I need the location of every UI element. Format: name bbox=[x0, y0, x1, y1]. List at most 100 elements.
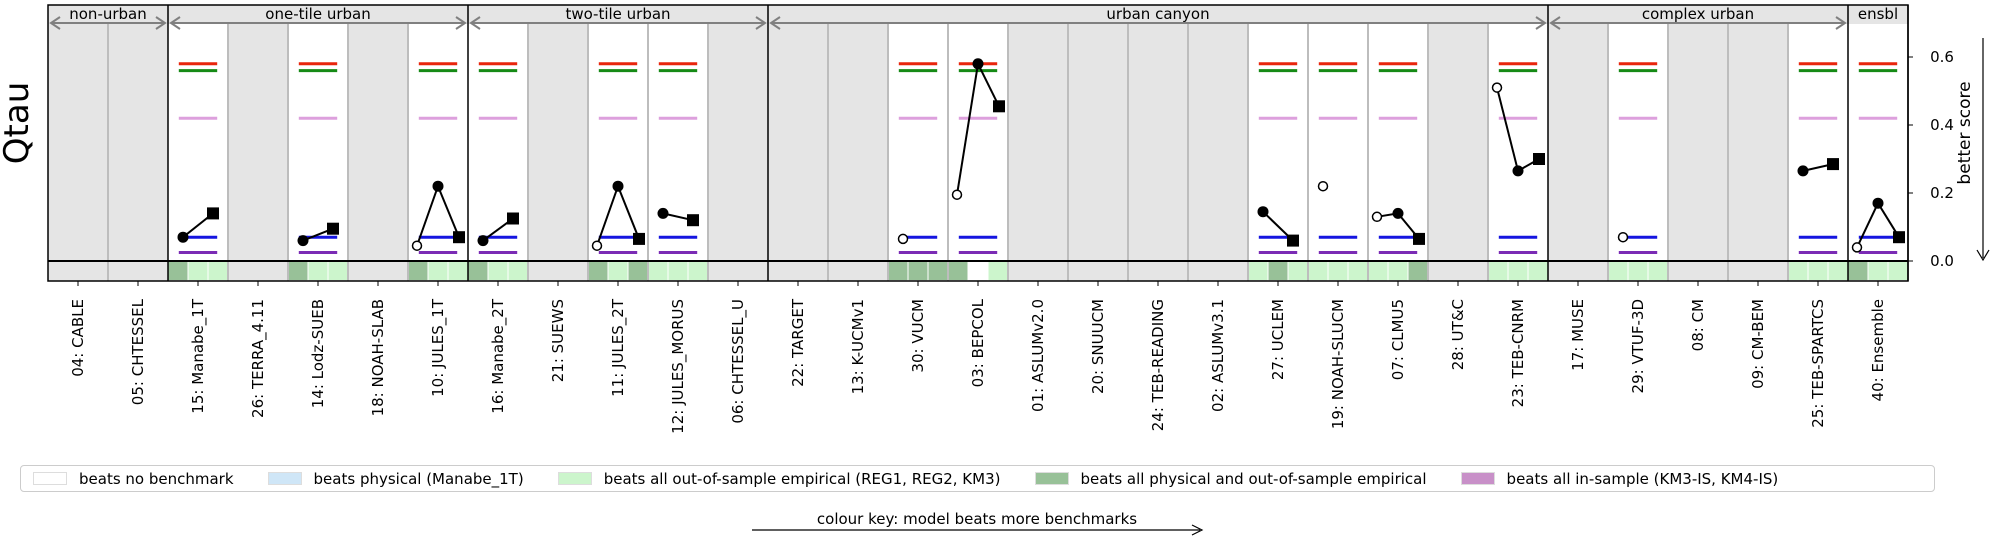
benchmark-band-segment bbox=[1528, 262, 1548, 280]
better-score-arrow-head bbox=[1976, 249, 1990, 262]
model-panel bbox=[1548, 24, 1608, 261]
x-tick-label: 19: NOAH-SLUCM bbox=[1329, 299, 1347, 429]
band-cell-bg bbox=[708, 261, 768, 281]
group-arrow-head bbox=[469, 16, 481, 30]
model-panel bbox=[348, 24, 408, 261]
score-connector bbox=[977, 63, 1000, 107]
band-cell-bg bbox=[1668, 261, 1728, 281]
model-panel bbox=[708, 24, 768, 261]
group-label: ensbl bbox=[1858, 5, 1898, 23]
benchmark-band-segment bbox=[888, 262, 908, 280]
x-tick-label: 13: K-UCMv1 bbox=[849, 299, 867, 394]
benchmark-band-segment bbox=[1888, 262, 1908, 280]
model-panel bbox=[1008, 24, 1068, 261]
benchmark-band-segment bbox=[1308, 262, 1328, 280]
benchmark-band-segment bbox=[968, 262, 988, 280]
model-panel bbox=[1668, 24, 1728, 261]
benchmark-band-segment bbox=[908, 262, 928, 280]
score-connector bbox=[437, 185, 460, 238]
benchmark-band-segment bbox=[188, 262, 208, 280]
benchmark-band-segment bbox=[308, 262, 328, 280]
benchmark-band-segment bbox=[948, 262, 968, 280]
qtau-chart: non-urban one-tile urban two-tile urban urb… bbox=[0, 4, 1990, 434]
benchmark-band-segment bbox=[1608, 262, 1628, 280]
benchmark-band-segment bbox=[1808, 262, 1828, 280]
benchmark-band-segment bbox=[328, 262, 348, 280]
benchmark-band-segment bbox=[1248, 262, 1268, 280]
benchmark-band-segment bbox=[588, 262, 608, 280]
band-cell-bg bbox=[348, 261, 408, 281]
score-marker-filled bbox=[1257, 206, 1269, 218]
legend-label: beats no benchmark bbox=[79, 469, 234, 488]
benchmark-band-segment bbox=[1788, 262, 1808, 280]
score-connector bbox=[617, 185, 640, 240]
score-marker-open bbox=[591, 240, 603, 251]
score-marker-open bbox=[1317, 180, 1329, 192]
x-tick-label: 04: CABLE bbox=[69, 299, 87, 377]
score-marker-filled bbox=[477, 235, 489, 247]
score-marker-open bbox=[1491, 82, 1503, 93]
band-cell-bg bbox=[828, 261, 888, 281]
benchmark-band-segment bbox=[628, 262, 648, 280]
model-panel bbox=[1128, 24, 1188, 261]
model-panel bbox=[408, 24, 468, 261]
benchmark-band-segment bbox=[488, 262, 508, 280]
benchmark-band-segment bbox=[688, 262, 708, 280]
benchmark-band-segment bbox=[428, 262, 448, 280]
band-cell-bg bbox=[228, 261, 288, 281]
band-cell-bg bbox=[1728, 261, 1788, 281]
band-cell-bg bbox=[48, 261, 108, 281]
group-label: complex urban bbox=[1642, 5, 1754, 23]
benchmark-band-segment bbox=[668, 262, 688, 280]
y-axis-label-left: Qtau bbox=[0, 82, 37, 164]
benchmark-band-segment bbox=[1508, 262, 1528, 280]
score-marker-open bbox=[1851, 242, 1863, 253]
y-tick-label: 0.0 bbox=[1930, 252, 1954, 270]
x-tick-label: 21: SUEWS bbox=[549, 299, 567, 382]
score-marker-filled bbox=[177, 231, 189, 243]
score-marker-filled bbox=[297, 235, 309, 247]
x-tick-label: 06: CHTESSEL_U bbox=[729, 299, 748, 424]
model-panel bbox=[1608, 24, 1668, 261]
score-connector bbox=[956, 63, 979, 195]
x-tick-label: 08: CM bbox=[1689, 299, 1707, 351]
legend-item-beats-oos: beats all out-of-sample empirical (REG1,… bbox=[557, 470, 1001, 488]
group-label: one-tile urban bbox=[265, 5, 370, 23]
model-panel bbox=[1728, 24, 1788, 261]
score-marker-filled bbox=[1797, 165, 1809, 177]
x-tick-label: 27: UCLEM bbox=[1269, 299, 1287, 380]
score-connector bbox=[416, 185, 439, 247]
band-cell-bg bbox=[1128, 261, 1188, 281]
x-tick-label: 40: Ensemble bbox=[1869, 299, 1887, 401]
model-panel bbox=[1788, 24, 1848, 261]
benchmark-band-segment bbox=[1328, 262, 1348, 280]
model-panel bbox=[768, 24, 828, 261]
x-tick-label: 14: Lodz-SUEB bbox=[309, 299, 327, 408]
legend-label: beats all physical and out-of-sample emp… bbox=[1080, 469, 1427, 488]
model-panel bbox=[1428, 24, 1488, 261]
score-connector bbox=[1856, 202, 1879, 248]
score-marker-filled bbox=[657, 207, 669, 219]
x-tick-label: 15: Manabe_1T bbox=[189, 298, 208, 414]
group-arrow-head bbox=[755, 16, 767, 30]
legend-swatch-beats-oos bbox=[557, 472, 592, 485]
benchmark-band-segment bbox=[1628, 262, 1648, 280]
x-tick-label: 20: SNUUCM bbox=[1089, 299, 1107, 394]
score-marker-square bbox=[633, 232, 645, 245]
x-tick-label: 09: CM-BEM bbox=[1749, 299, 1767, 389]
score-marker-square bbox=[1413, 232, 1425, 245]
benchmark-band-segment bbox=[1268, 262, 1288, 280]
benchmark-band-segment bbox=[408, 262, 428, 280]
benchmark-band-segment bbox=[168, 262, 188, 280]
band-cell-bg bbox=[768, 261, 828, 281]
band-cell-bg bbox=[1008, 261, 1068, 281]
legend-item-beats-phys-oos: beats all physical and out-of-sample emp… bbox=[1034, 469, 1427, 488]
x-tick-label: 16: Manabe_2T bbox=[489, 298, 508, 414]
benchmark-band-segment bbox=[988, 262, 1008, 280]
group-arrow-head bbox=[769, 16, 781, 30]
band-cell-bg bbox=[108, 261, 168, 281]
x-tick-label: 23: TEB-CNRM bbox=[1509, 299, 1527, 407]
score-marker-square bbox=[507, 212, 519, 225]
benchmark-band-segment bbox=[468, 262, 488, 280]
score-marker-filled bbox=[612, 180, 624, 192]
